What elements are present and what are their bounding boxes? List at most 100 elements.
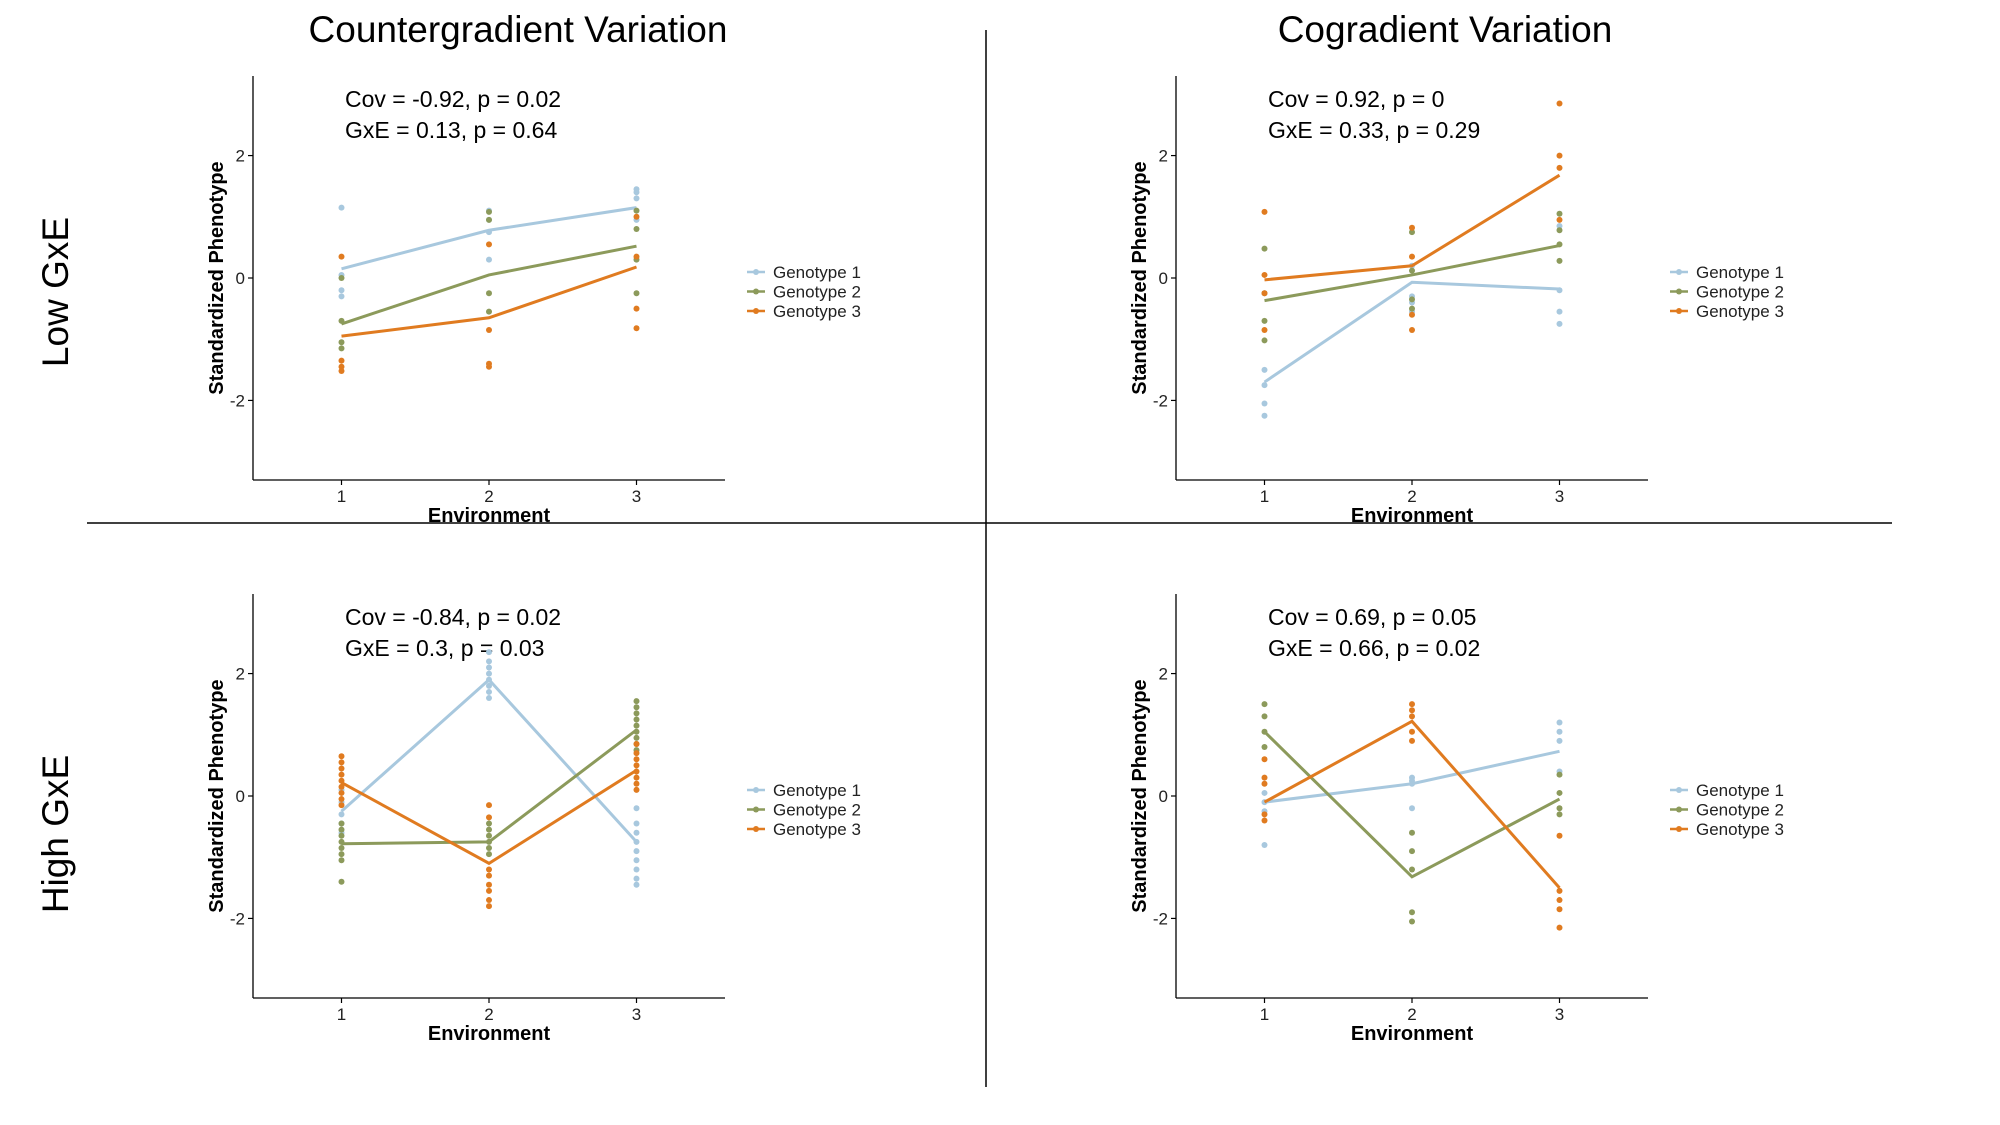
data-point xyxy=(633,774,640,781)
x-tick-label: 2 xyxy=(1407,1005,1416,1024)
series-genotype-3 xyxy=(1261,701,1563,931)
cov-stat-label: Cov = 0.92, p = 0 xyxy=(1268,86,1444,112)
series-genotype-2 xyxy=(338,207,640,352)
data-point xyxy=(633,325,640,332)
y-tick-label: -2 xyxy=(1153,391,1168,410)
data-point xyxy=(338,802,345,809)
data-point xyxy=(338,789,345,796)
data-point xyxy=(633,820,640,827)
series-line xyxy=(340,769,638,866)
gxe-stat-label: GxE = 0.13, p = 0.64 xyxy=(345,117,557,143)
data-point xyxy=(1261,841,1268,848)
data-point xyxy=(1556,789,1563,796)
data-point xyxy=(1409,737,1415,744)
cov-stat-label: Cov = -0.84, p = 0.02 xyxy=(345,604,561,630)
data-point xyxy=(1261,780,1268,787)
legend-label: Genotype 2 xyxy=(773,283,861,302)
legend-label: Genotype 3 xyxy=(773,302,861,321)
legend-marker xyxy=(753,308,759,314)
legend-item-genotype-3: Genotype 3 xyxy=(747,302,861,321)
data-point xyxy=(633,290,640,297)
data-point xyxy=(1556,257,1563,264)
data-point xyxy=(338,820,345,827)
data-point xyxy=(1409,311,1415,318)
data-point xyxy=(1409,305,1415,312)
data-point xyxy=(1409,229,1415,236)
legend-marker xyxy=(1676,308,1682,314)
data-point xyxy=(486,820,492,827)
data-point xyxy=(633,780,640,787)
x-axis-title: Environment xyxy=(428,1023,551,1045)
data-point xyxy=(633,750,640,757)
series-line xyxy=(1264,244,1560,303)
legend-item-genotype-1: Genotype 1 xyxy=(747,781,861,800)
data-point xyxy=(633,207,640,214)
data-point xyxy=(1409,805,1415,812)
data-point xyxy=(1409,707,1415,714)
data-point xyxy=(486,887,492,894)
chart-panel-3: -2 0 2 1 2 3 Environment Standardized Phenotype… xyxy=(206,594,861,1045)
x-axis-title: Environment xyxy=(428,505,551,527)
data-point xyxy=(1409,829,1415,836)
data-point xyxy=(338,845,345,852)
data-point xyxy=(1556,897,1563,904)
x-tick-label: 3 xyxy=(1555,487,1564,506)
y-tick-label: 2 xyxy=(236,665,245,684)
x-tick-label: 1 xyxy=(1260,487,1269,506)
data-point xyxy=(1261,337,1268,344)
cov-stat-label: Cov = -0.92, p = 0.02 xyxy=(345,86,561,112)
data-point xyxy=(633,698,640,705)
data-point xyxy=(633,716,640,723)
legend-item-genotype-3: Genotype 3 xyxy=(1670,302,1784,321)
data-point xyxy=(1261,774,1268,781)
legend-marker xyxy=(753,288,759,295)
data-point xyxy=(1261,713,1268,720)
y-tick-label: 2 xyxy=(1159,665,1168,684)
legend-marker xyxy=(753,269,759,275)
data-point xyxy=(1556,222,1563,229)
legend-item-genotype-2: Genotype 2 xyxy=(1670,283,1784,302)
data-point xyxy=(486,682,492,689)
data-point xyxy=(486,872,492,879)
data-point xyxy=(338,287,345,294)
data-point xyxy=(486,695,492,702)
series-genotype-1 xyxy=(338,186,640,300)
x-tick-label: 1 xyxy=(337,1005,346,1024)
y-axis-title: Standardized Phenotype xyxy=(1129,161,1151,394)
data-point xyxy=(486,256,492,263)
x-tick-label: 1 xyxy=(337,487,346,506)
gxe-stat-label: GxE = 0.3, p = 0.03 xyxy=(345,635,544,661)
data-point xyxy=(1556,906,1563,913)
series-line xyxy=(1263,730,1561,879)
y-tick-label: 0 xyxy=(236,787,245,806)
data-point xyxy=(1409,918,1415,925)
series-line xyxy=(1263,719,1561,889)
series-line xyxy=(341,265,637,338)
data-point xyxy=(1409,296,1415,303)
legend-label: Genotype 1 xyxy=(1696,263,1784,282)
data-point xyxy=(486,208,492,215)
y-tick-label: 0 xyxy=(1159,787,1168,806)
data-point xyxy=(1261,245,1268,252)
data-point xyxy=(1261,382,1268,389)
data-point xyxy=(633,253,640,260)
data-point xyxy=(1556,737,1563,744)
data-point xyxy=(486,814,492,821)
data-point xyxy=(633,848,640,855)
column-title-countergradient: Countergradient Variation xyxy=(309,9,728,50)
data-point xyxy=(338,783,345,790)
y-tick-label: 2 xyxy=(236,147,245,166)
data-point xyxy=(486,241,492,248)
data-point xyxy=(1409,224,1415,231)
legend-item-genotype-2: Genotype 2 xyxy=(747,801,861,820)
data-point xyxy=(338,765,345,772)
data-point xyxy=(1409,253,1415,260)
data-point xyxy=(633,756,640,763)
row-label-low-gxe: Low GxE xyxy=(35,217,76,367)
data-point xyxy=(338,357,345,364)
series-line xyxy=(341,728,638,846)
data-point xyxy=(633,704,640,711)
data-point xyxy=(1409,267,1415,274)
x-tick-label: 3 xyxy=(632,1005,641,1024)
data-point xyxy=(1409,866,1415,873)
